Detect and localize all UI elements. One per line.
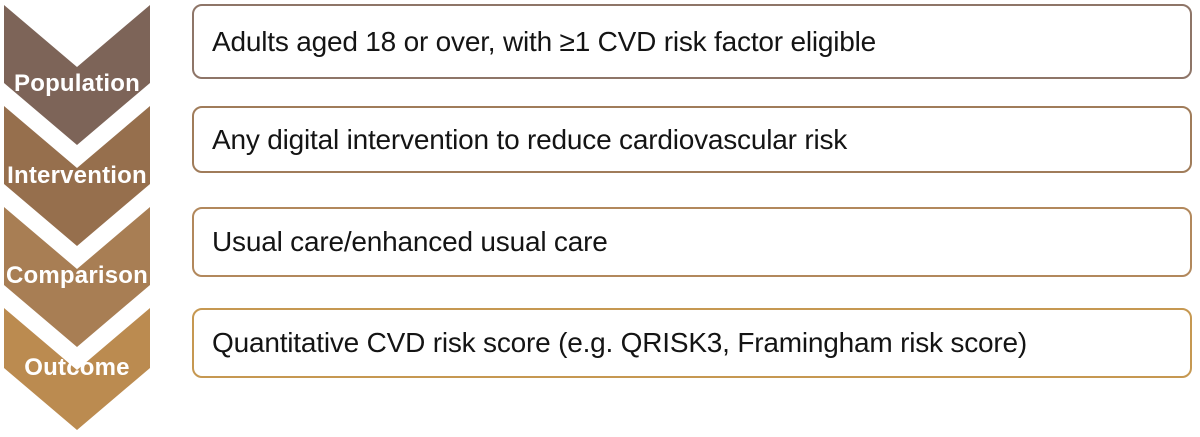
chevron-down-icon (4, 207, 150, 347)
comparison-chevron (4, 207, 150, 347)
population-label: Population (14, 70, 140, 97)
outcome-description: Quantitative CVD risk score (e.g. QRISK3… (212, 327, 1027, 358)
chevron-down-icon (4, 5, 150, 145)
outcome-box: Quantitative CVD risk score (e.g. QRISK3… (192, 308, 1192, 378)
comparison-label: Comparison (5, 262, 148, 289)
comparison-description: Usual care/enhanced usual care (212, 226, 608, 257)
chevron-down-icon (4, 106, 150, 246)
population-box: Adults aged 18 or over, with ≥1 CVD risk… (192, 4, 1192, 79)
intervention-chevron (4, 106, 150, 246)
intervention-box: Any digital intervention to reduce cardi… (192, 106, 1192, 173)
intervention-label: Intervention (7, 162, 147, 189)
population-description: Adults aged 18 or over, with ≥1 CVD risk… (212, 25, 877, 57)
outcome-chevron (4, 308, 150, 430)
comparison-box: Usual care/enhanced usual care (192, 207, 1192, 277)
population-chevron (4, 5, 150, 145)
chevron-down-icon (4, 308, 150, 430)
outcome-label: Outcome (24, 354, 130, 381)
intervention-description: Any digital intervention to reduce cardi… (212, 123, 848, 155)
